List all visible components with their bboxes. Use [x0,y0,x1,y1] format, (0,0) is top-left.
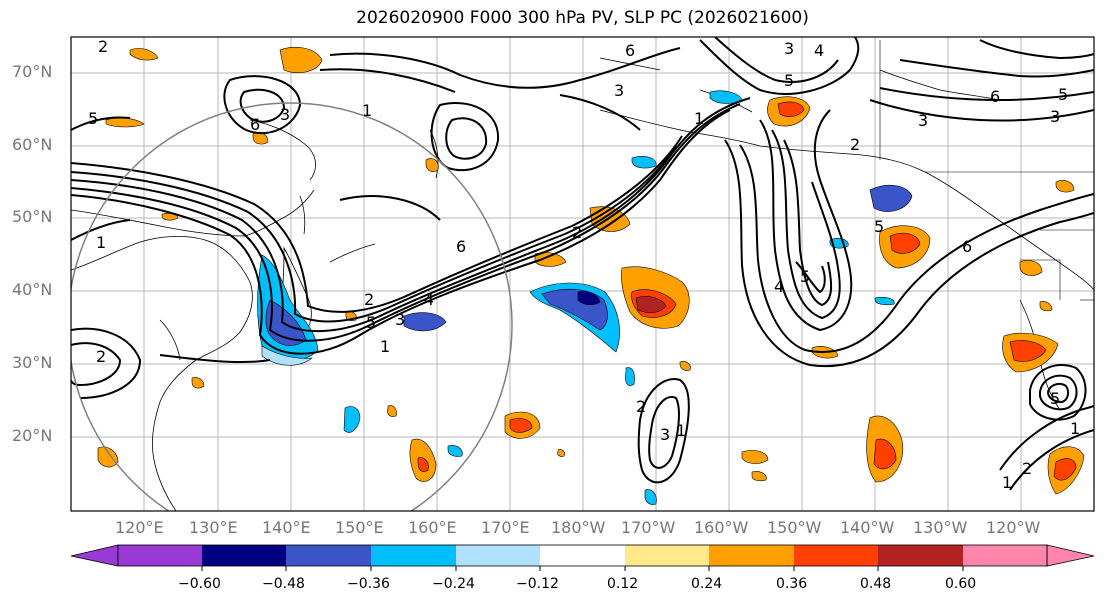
lon-label: 160°W [694,518,748,537]
colorbar-tick-label: −0.12 [516,576,559,592]
colorbar [71,545,1094,571]
contour-label: 6 [990,87,1000,106]
colorbar-segment [202,545,286,566]
lon-label: 130°W [913,518,967,537]
contour-label: 3 [280,105,290,124]
colorbar-tick-label: −0.24 [432,576,475,592]
colorbar-tick-label: 0.48 [860,576,891,592]
contour-label: 1 [380,337,390,356]
contour-label: 2 [850,135,860,154]
contour-label: 3 [1050,107,1060,126]
contour-label: 1 [1002,473,1012,492]
lat-label: 70°N [12,62,52,81]
lon-label: 160°E [408,518,457,537]
colorbar-tick-label: 0.24 [691,576,722,592]
contour-label: 1 [676,421,686,440]
colorbar-tick-label: 0.36 [776,576,807,592]
lat-label: 30°N [12,353,52,372]
contour-label: 1 [1070,419,1080,438]
contour-label: 5 [784,71,794,90]
contour-label: 5 [88,109,98,128]
contour-label: 2 [636,397,646,416]
lat-label: 40°N [12,280,52,299]
colorbar-segment [118,545,202,566]
contour-label: 6 [962,237,972,256]
contour-label: 4 [814,41,824,60]
colorbar-tick-label: 0.12 [607,576,638,592]
lon-label: 120°E [115,518,164,537]
colorbar-tick-label: 0.60 [945,576,976,592]
colorbar-segment [371,545,456,566]
contour-label: 6 [625,41,635,60]
colorbar-segment [540,545,625,566]
contour-label: 1 [362,101,372,120]
lon-label: 150°W [767,518,821,537]
contour-label: 3 [395,310,405,329]
lat-label: 20°N [12,426,52,445]
colorbar-segment [456,545,540,566]
lon-label: 140°E [262,518,311,537]
colorbar-segment [625,545,709,566]
colorbar-under-extension [71,545,118,566]
contour-label: 5 [366,313,376,332]
colorbar-segment [286,545,371,566]
contour-label: 2 [96,347,106,366]
colorbar-tick-label: −0.48 [262,576,305,592]
contour-label: 2 [1022,459,1032,478]
contour-label: 6 [250,115,260,134]
colorbar-tick-label: −0.36 [347,576,390,592]
contour-label: 1 [96,233,106,252]
contour-label: 3 [660,425,670,444]
colorbar-segment [709,545,794,566]
lon-label: 150°E [335,518,384,537]
contour-label: 5 [1050,389,1060,408]
contour-label: 2 [364,290,374,309]
contour-label: 5 [874,217,884,236]
lon-label: 130°E [189,518,238,537]
contour-label: 2 [572,223,582,242]
contour-label: 3 [614,81,624,100]
contour-label: 4 [774,277,784,296]
lon-label: 170°W [621,518,675,537]
lat-label: 60°N [12,135,52,154]
lon-label: 120°W [986,518,1040,537]
lon-label: 140°W [840,518,894,537]
contour-label: 1 [694,109,704,128]
colorbar-segment [794,545,878,566]
lat-label: 50°N [12,207,52,226]
contour-label: 6 [456,237,466,256]
contour-label: 4 [424,290,434,309]
lon-label: 170°E [481,518,530,537]
contour-label: 5 [1058,85,1068,104]
contour-label: 5 [800,267,810,286]
map-canvas: 2 3 1 5 6 4 3 5 6 1 2 3 4 6 1 2 3 5 2 1 … [0,0,1105,604]
contour-label: 2 [98,37,108,56]
colorbar-over-extension [1047,545,1094,566]
colorbar-segment [878,545,963,566]
lon-label: 180°W [551,518,605,537]
contour-label: 3 [918,111,928,130]
colorbar-segment [963,545,1047,566]
contour-label: 3 [784,39,794,58]
colorbar-tick-label: −0.60 [178,576,221,592]
